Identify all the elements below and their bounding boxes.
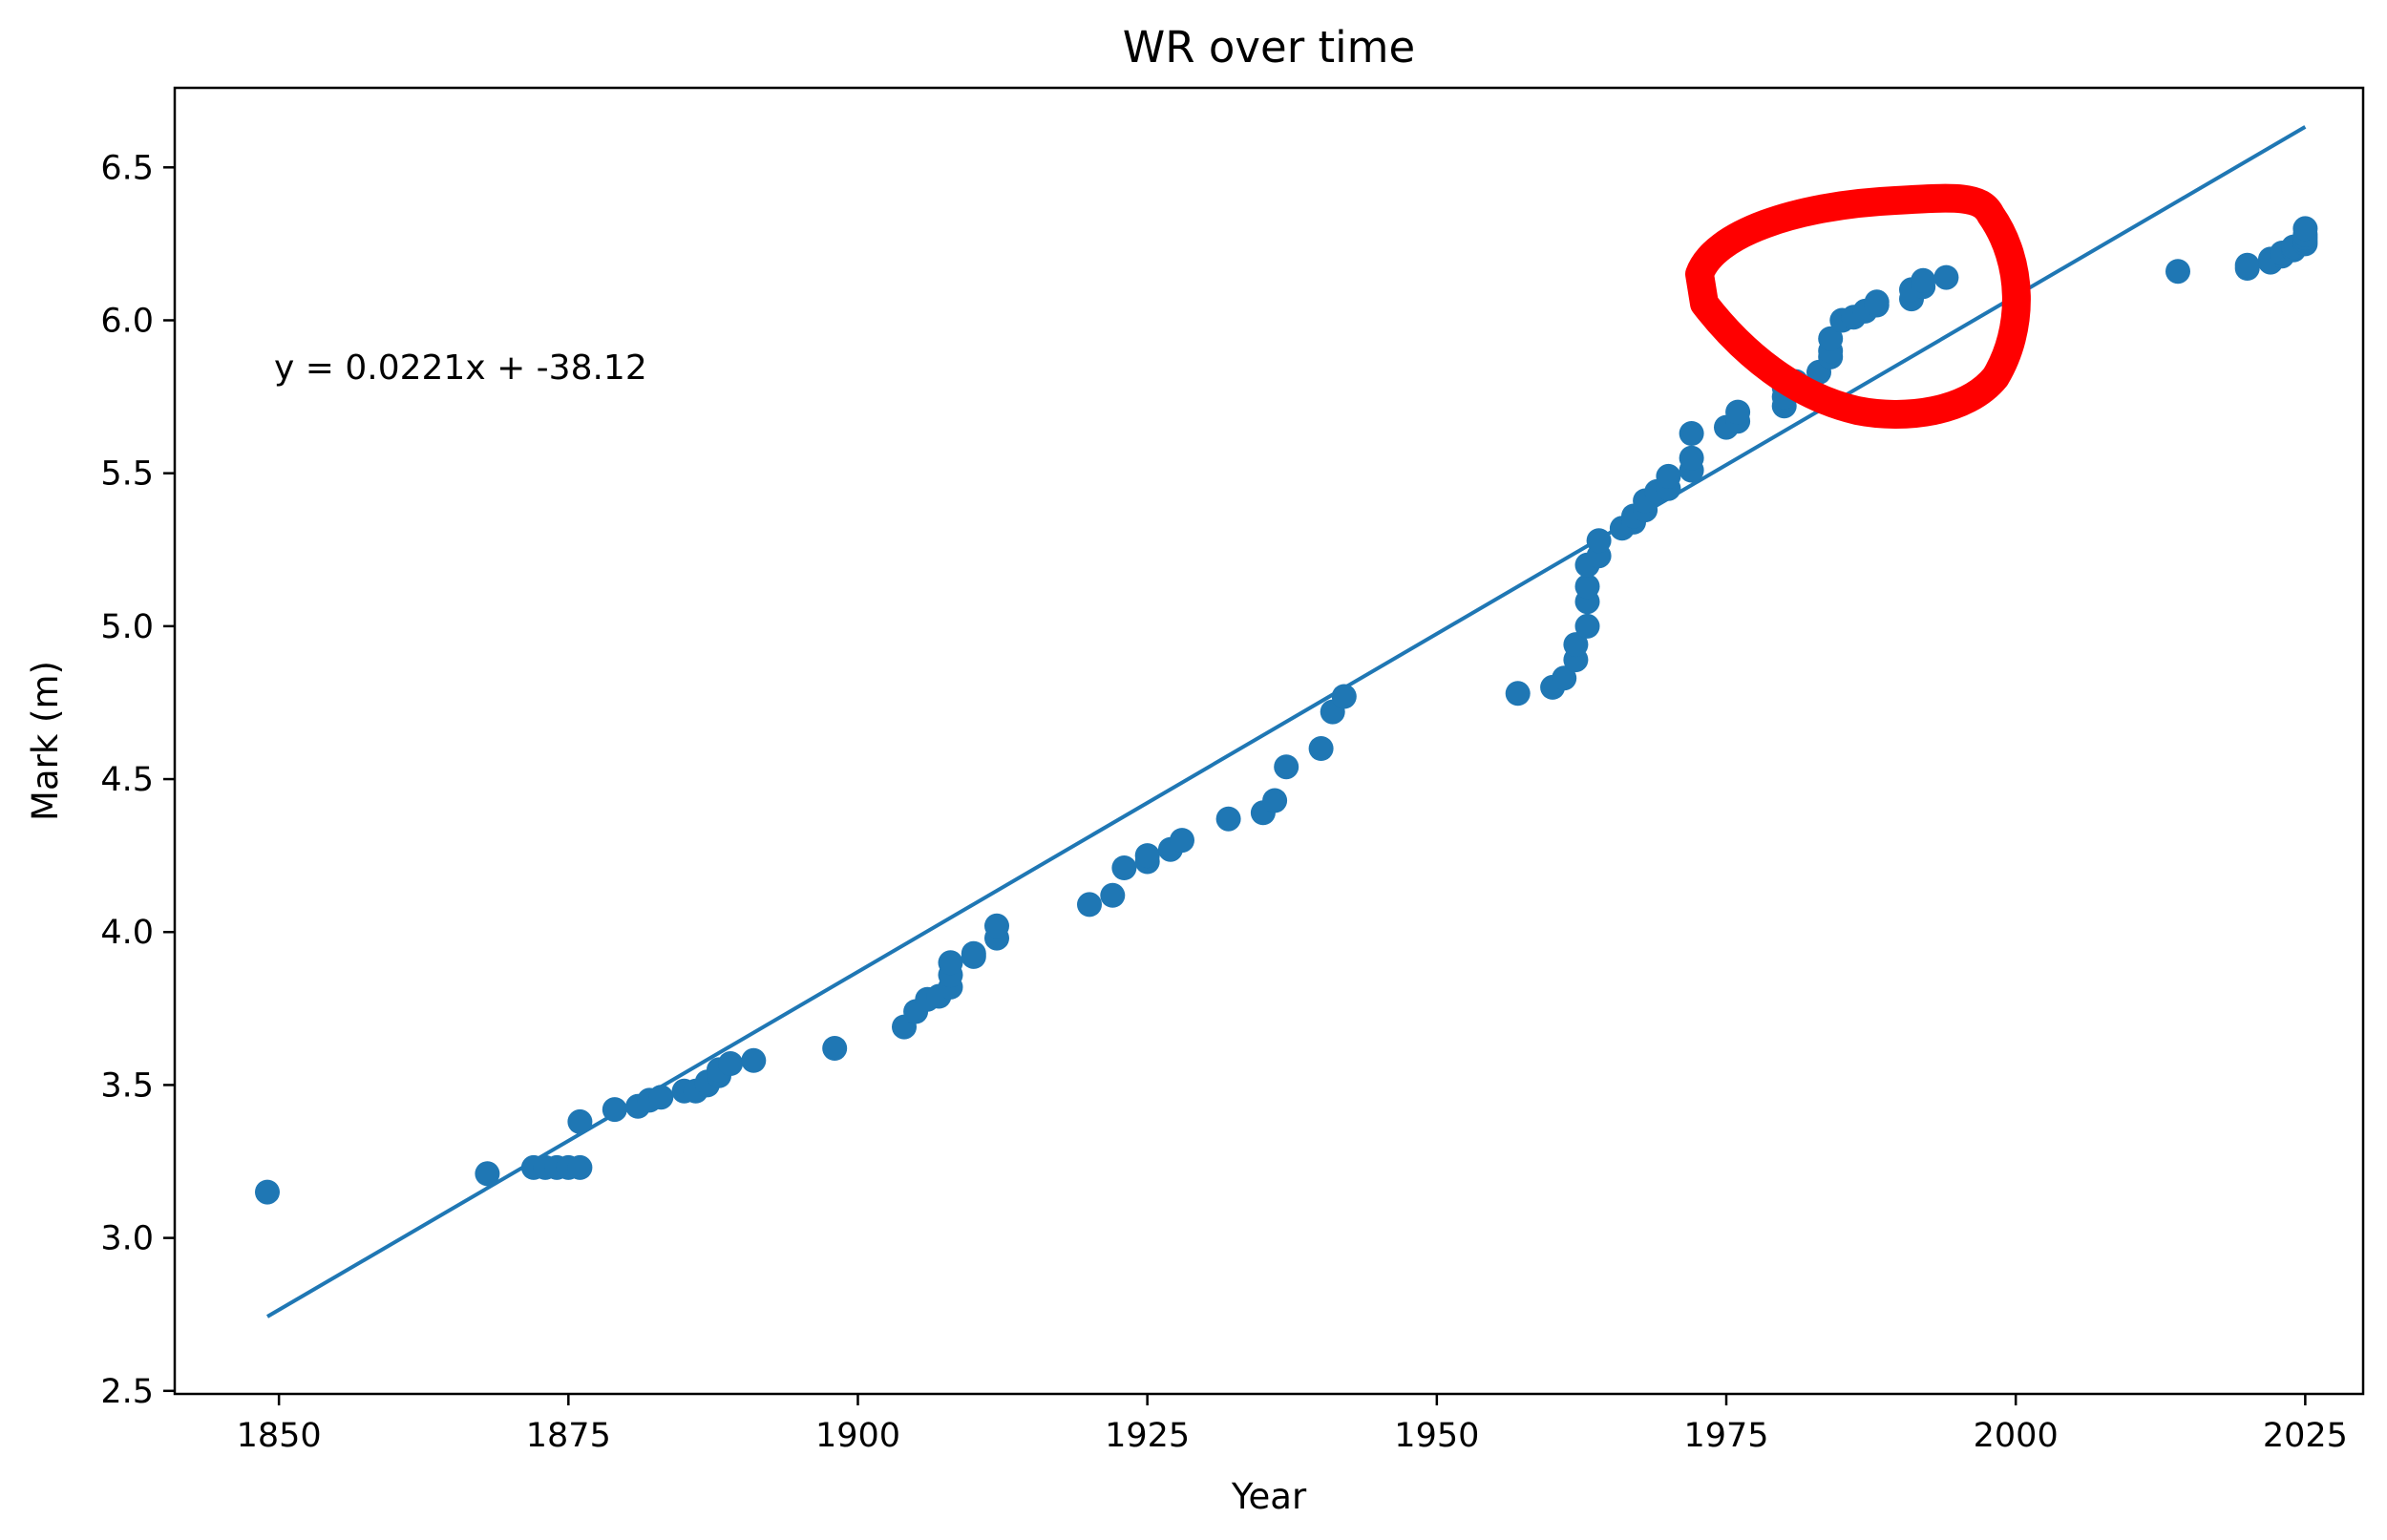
data-point xyxy=(1933,264,1959,290)
data-point xyxy=(1586,528,1612,554)
x-axis-ticks: 1850 1875 1900 1925 1950 1975 2000 2025 xyxy=(237,1394,2348,1455)
data-point xyxy=(602,1097,627,1123)
y-tick-label: 4.5 xyxy=(100,761,154,799)
data-point xyxy=(718,1051,744,1076)
data-point xyxy=(1563,632,1589,658)
data-point xyxy=(567,1108,593,1134)
data-point xyxy=(1134,843,1160,869)
y-tick-label: 3.5 xyxy=(100,1066,154,1105)
data-point xyxy=(475,1161,500,1187)
data-point xyxy=(1274,754,1299,780)
data-point xyxy=(938,950,963,976)
y-tick-label: 2.5 xyxy=(100,1373,154,1411)
y-axis-ticks: 2.5 3.0 3.5 4.0 4.5 5.0 5.5 6.0 6.5 xyxy=(100,149,175,1411)
data-point xyxy=(2292,216,2318,242)
red-highlight-circle xyxy=(1685,183,2031,429)
x-tick-label: 2000 xyxy=(1974,1417,2059,1455)
data-point xyxy=(648,1085,674,1110)
data-point xyxy=(567,1154,593,1180)
chart-title: WR over time xyxy=(1123,22,1415,73)
equation-label: y = 0.0221x + -38.12 xyxy=(274,348,647,388)
x-tick-label: 1950 xyxy=(1394,1417,1479,1455)
data-point xyxy=(1100,882,1126,908)
data-point xyxy=(1308,736,1334,761)
x-tick-label: 1975 xyxy=(1683,1417,1768,1455)
y-tick-label: 6.5 xyxy=(100,149,154,187)
data-point xyxy=(1725,399,1751,425)
y-tick-label: 5.0 xyxy=(100,608,154,646)
data-point xyxy=(1679,421,1704,446)
x-tick-label: 1925 xyxy=(1105,1417,1190,1455)
x-tick-label: 1875 xyxy=(526,1417,611,1455)
data-point xyxy=(1574,574,1600,600)
x-tick-label: 1850 xyxy=(237,1417,322,1455)
data-point xyxy=(961,940,986,966)
data-point xyxy=(1505,681,1531,707)
x-axis-label: Year xyxy=(1231,1476,1307,1517)
data-point xyxy=(1215,806,1241,832)
data-point xyxy=(1077,892,1102,918)
data-point xyxy=(2165,259,2190,285)
y-tick-label: 3.0 xyxy=(100,1220,154,1258)
data-point xyxy=(1552,665,1577,691)
data-point xyxy=(1864,289,1890,315)
data-point xyxy=(255,1179,280,1205)
data-point xyxy=(984,913,1009,939)
plot-frame xyxy=(173,86,2365,1396)
data-point xyxy=(1574,613,1600,639)
data-point xyxy=(1331,684,1357,709)
data-point xyxy=(1170,828,1194,854)
data-point xyxy=(741,1047,767,1073)
y-tick-label: 4.0 xyxy=(100,914,154,952)
data-point xyxy=(1679,445,1704,471)
x-tick-label: 2025 xyxy=(2263,1417,2348,1455)
data-point xyxy=(1262,788,1288,813)
x-tick-label: 1900 xyxy=(815,1417,900,1455)
y-tick-label: 6.0 xyxy=(100,302,154,340)
y-axis-label: Mark (m) xyxy=(25,661,66,821)
y-tick-label: 5.5 xyxy=(100,455,154,494)
data-point xyxy=(1818,326,1844,351)
data-point xyxy=(1911,267,1936,293)
data-point xyxy=(2234,252,2260,278)
data-point xyxy=(1111,855,1137,880)
data-point xyxy=(822,1036,848,1061)
data-point xyxy=(1656,463,1681,489)
